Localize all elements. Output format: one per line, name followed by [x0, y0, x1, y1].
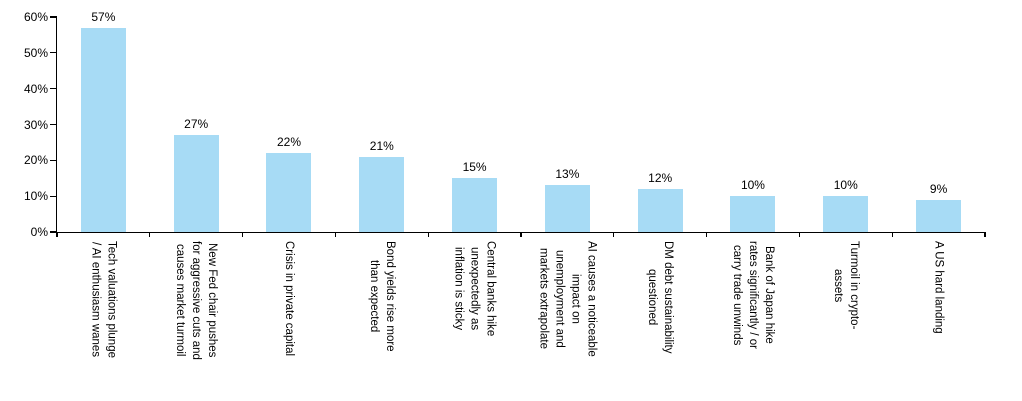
category-label-cell: DM debt sustainability questioned	[614, 241, 707, 399]
category-label: New Fed chair pushes for aggressive cuts…	[174, 241, 219, 360]
x-axis-tick	[984, 231, 986, 237]
category-label: Tech valuations plunge / AI enthusiasm w…	[89, 241, 118, 358]
y-axis-tick	[50, 231, 56, 233]
category-label: Crisis in private capital	[282, 241, 295, 357]
bar	[544, 185, 590, 232]
y-axis-line	[55, 16, 57, 233]
x-axis-tick	[427, 231, 429, 237]
category-label-cell: Crisis in private capital	[243, 241, 336, 399]
category-label-cell: Turmoil in crypto- assets	[799, 241, 892, 399]
bar	[637, 189, 683, 232]
y-axis-tick	[50, 195, 56, 197]
category-cell: 9%	[892, 17, 985, 232]
bar	[173, 135, 219, 232]
y-axis-label: 20%	[23, 153, 48, 168]
bar-value-label: 21%	[369, 138, 394, 153]
y-axis-tick	[50, 88, 56, 90]
y-axis-tick	[50, 123, 56, 126]
category-cell: 22%	[243, 17, 336, 232]
category-label: AI causes a noticeable impact on unemplo…	[537, 241, 598, 357]
y-axis-tick	[50, 16, 56, 18]
bar	[359, 156, 405, 232]
x-axis-tick	[520, 231, 522, 237]
category-label-cell: New Fed chair pushes for aggressive cuts…	[150, 241, 243, 399]
y-axis-label: 30%	[23, 117, 48, 132]
y-axis-label: 10%	[23, 189, 48, 204]
category-label: Central banks hike unexpectedly as infla…	[452, 241, 497, 337]
y-axis-label: 0%	[30, 225, 48, 239]
bar-value-label: 13%	[555, 167, 580, 182]
category-cell: 57%	[57, 10, 150, 232]
bar-value-label: 9%	[929, 181, 948, 196]
category-cell: 10%	[799, 17, 892, 232]
y-axis-label: 60%	[23, 10, 48, 24]
x-axis-tick	[705, 231, 708, 237]
category-cell: 13%	[521, 17, 614, 232]
plot-area: 57% 27% 22% 21% 15% 13% 12% 10% 10% 9%	[57, 10, 985, 232]
bar-value-label: 12%	[648, 171, 673, 185]
x-axis-tick	[798, 231, 801, 237]
x-axis-tick	[334, 231, 337, 237]
category-label: A US hard landing	[932, 241, 945, 334]
category-labels-row: Tech valuations plunge / AI enthusiasm w…	[57, 241, 985, 399]
category-cell: 27%	[150, 17, 243, 232]
bar	[80, 27, 126, 232]
category-label-cell: Tech valuations plunge / AI enthusiasm w…	[57, 241, 150, 399]
y-axis-label: 40%	[23, 81, 48, 96]
category-cell: 21%	[335, 17, 428, 232]
bar-value-label: 22%	[276, 135, 301, 150]
bar-value-label: 10%	[833, 178, 858, 193]
bar	[730, 196, 776, 232]
bar-value-label: 27%	[184, 117, 209, 132]
bar	[266, 153, 312, 232]
y-axis-tick	[50, 159, 56, 161]
y-axis-label: 50%	[23, 45, 48, 60]
y-axis-tick	[50, 52, 56, 54]
category-label: DM debt sustainability questioned	[646, 241, 675, 354]
category-cell: 12%	[614, 17, 707, 232]
bar-value-label: 10%	[740, 178, 765, 193]
bar-value-label: 15%	[462, 160, 487, 175]
category-label-cell: Bond yields rise more than expected	[335, 241, 428, 399]
category-label-cell: AI causes a noticeable impact on unemplo…	[521, 241, 614, 399]
x-axis-tick	[613, 231, 615, 237]
x-axis-tick	[149, 231, 151, 237]
bar	[916, 199, 962, 232]
category-label: Bond yields rise more than expected	[367, 241, 396, 352]
bar-value-label: 57%	[91, 9, 116, 24]
category-label: Bank of Japan hike rates significantly /…	[730, 241, 775, 350]
x-axis-tick	[241, 231, 244, 237]
category-label-cell: A US hard landing	[892, 241, 985, 399]
category-label-cell: Bank of Japan hike rates significantly /…	[707, 241, 800, 399]
category-cell: 10%	[707, 17, 800, 232]
category-label-cell: Central banks hike unexpectedly as infla…	[428, 241, 521, 399]
bar	[823, 196, 869, 232]
category-cell: 15%	[428, 17, 521, 232]
bar	[452, 178, 498, 232]
category-label: Turmoil in crypto- assets	[831, 241, 860, 330]
x-axis-tick	[891, 231, 893, 237]
x-axis-tick	[56, 231, 58, 237]
